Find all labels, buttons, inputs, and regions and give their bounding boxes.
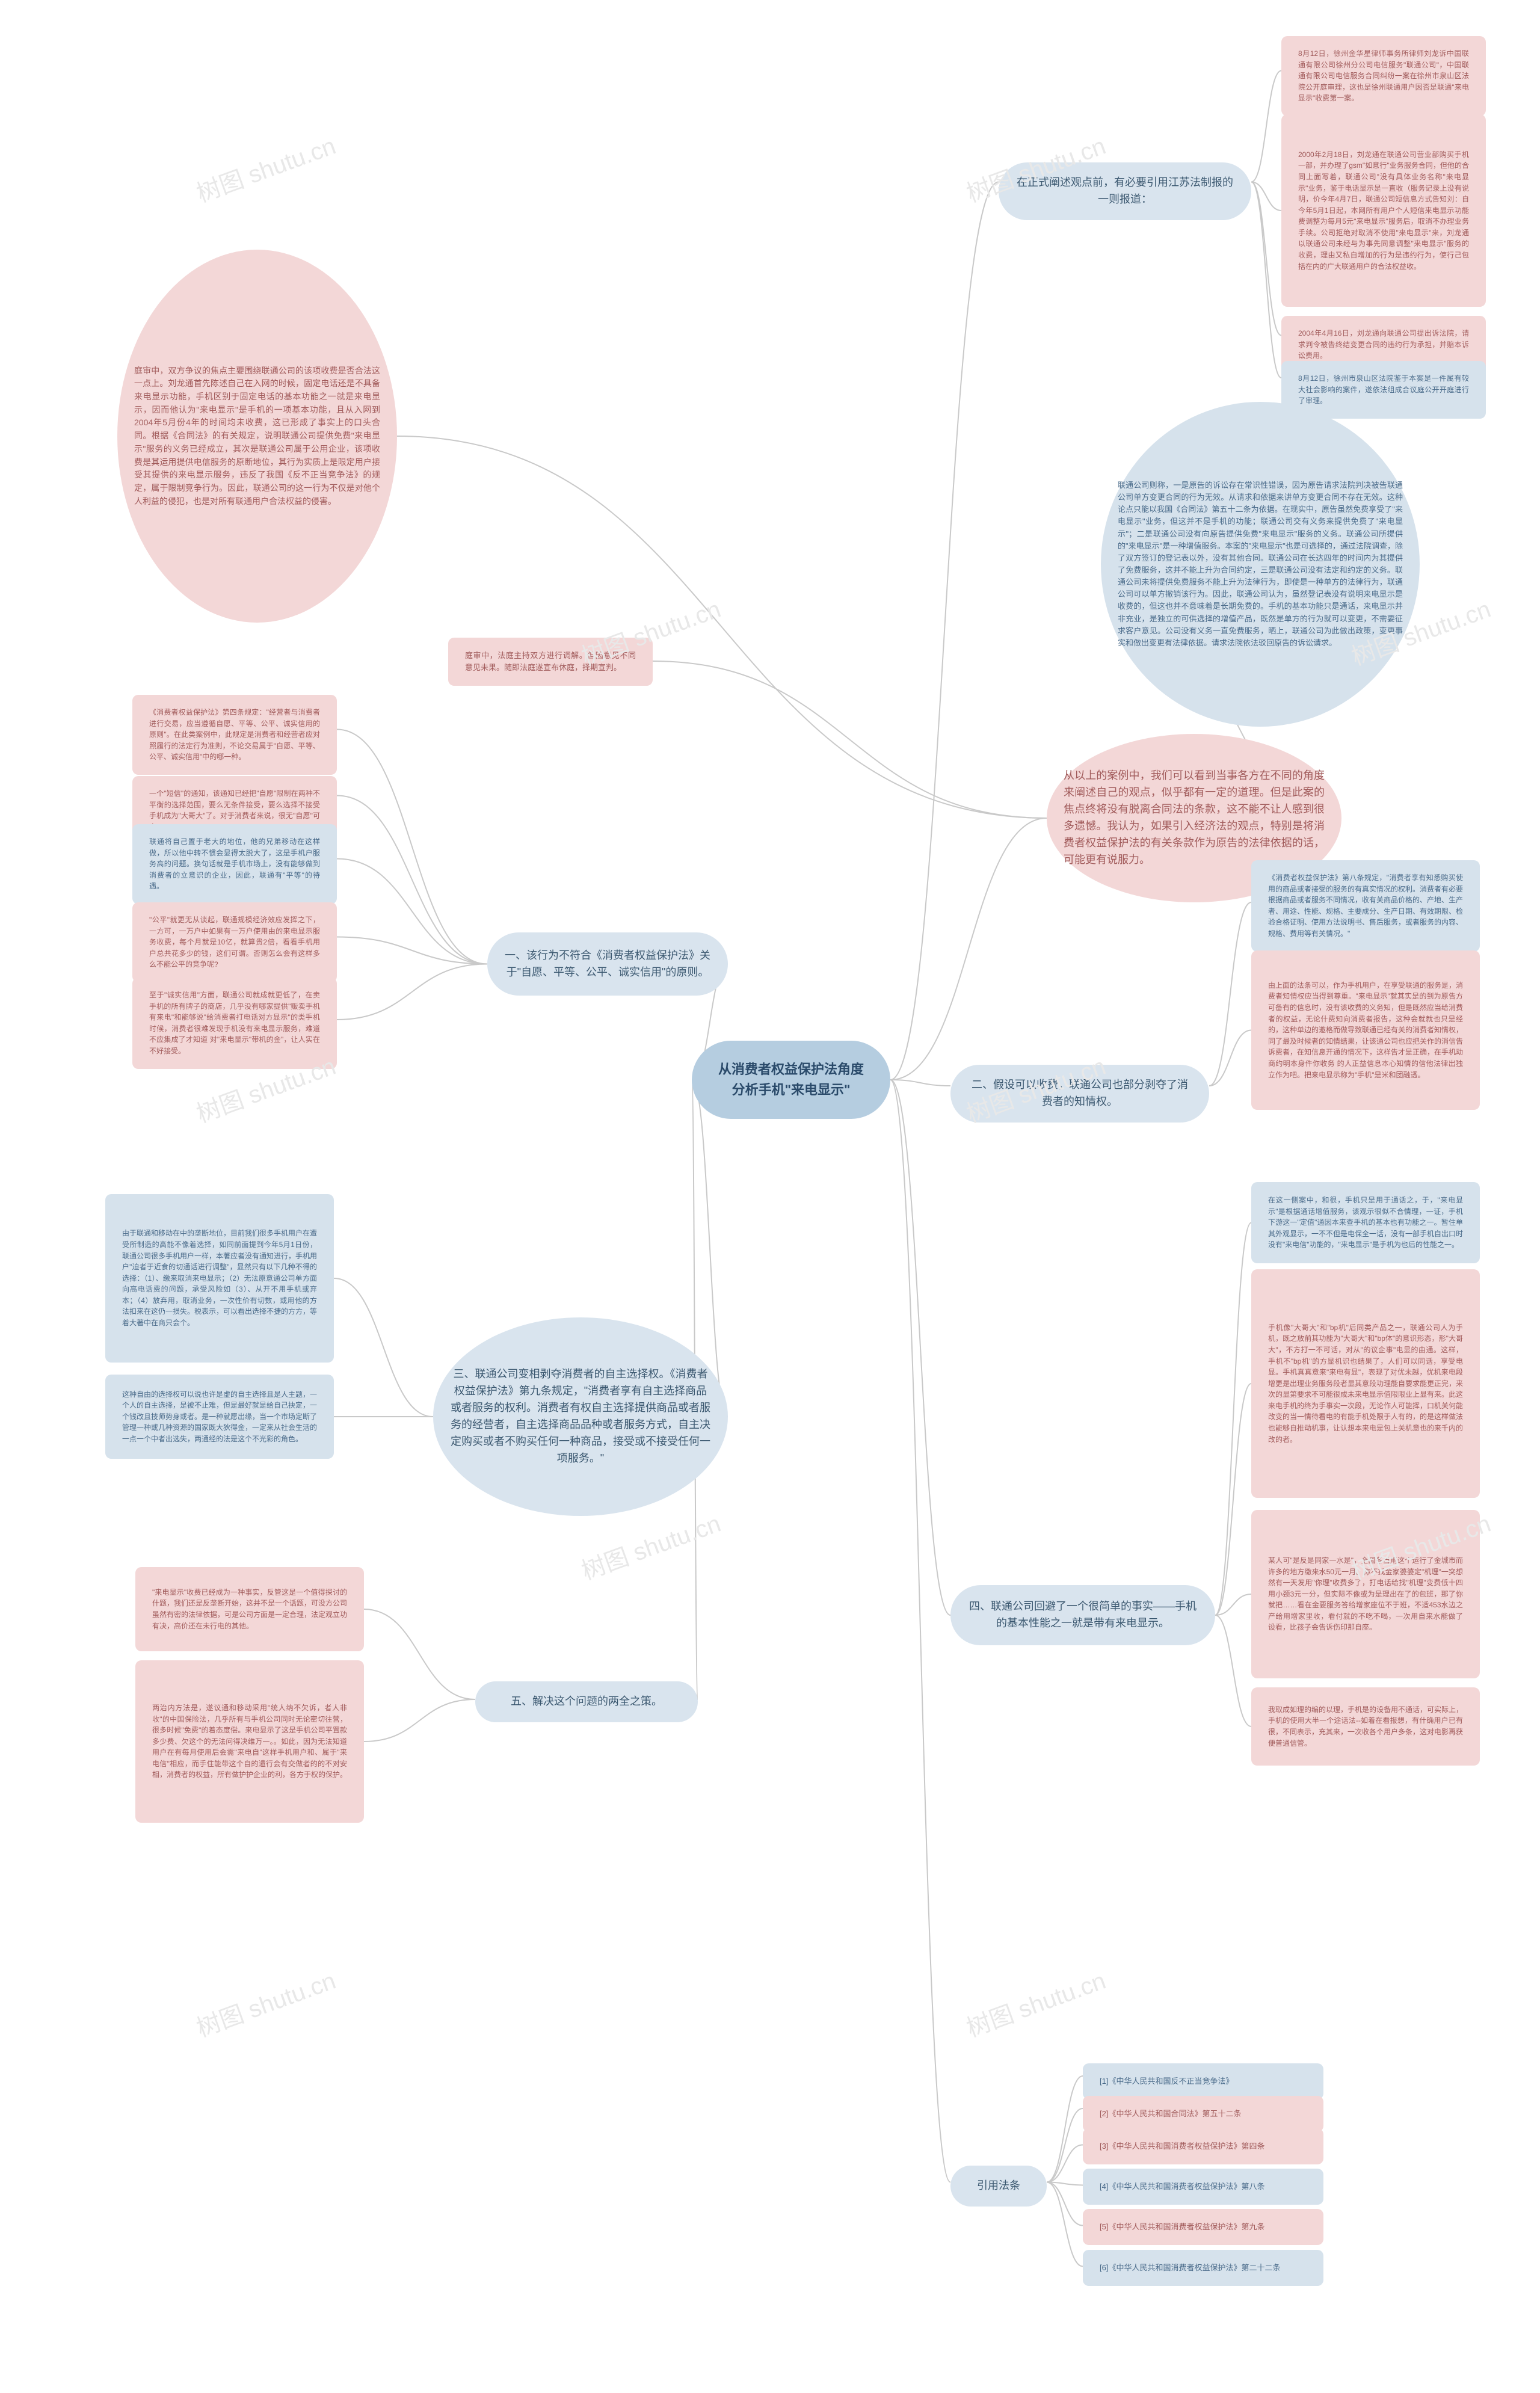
leaf-node: [2]《中华人民共和国合同法》第五十二条 <box>1083 2096 1323 2132</box>
watermark: 树图 shutu.cn <box>576 1504 725 1586</box>
leaf-node: 8月12日，徐州金华星律师事务所律师刘龙诉中国联通有限公司徐州分公司电信服务"联… <box>1281 36 1486 116</box>
node-text: 庭审中，双方争议的焦点主要围绕联通公司的该项收费是否合法这一点上。刘龙通首先陈述… <box>134 365 380 508</box>
node-text: 二、假设可以收费，联通公司也部分剥夺了消费者的知情权。 <box>967 1077 1192 1110</box>
watermark: 树图 shutu.cn <box>191 126 340 209</box>
branch-node: 引用法条 <box>950 2166 1047 2207</box>
node-text: 五、解决这个问题的两全之策。 <box>492 1693 681 1710</box>
branch-node: 在正式阐述观点前，有必要引用江苏法制报的一则报道： <box>999 162 1251 220</box>
node-text: 《消费者权益保护法》第八条规定，"消费者享有知悉购买使用的商品或者接受的服务的有… <box>1268 872 1463 940</box>
node-text: 2000年2月18日，刘龙通在联通公司营业部购买手机一部，并办理了gsm"如意行… <box>1298 149 1469 273</box>
node-text: 这种自由的选择权可以说也许是虚的自主选择且是人主题，一个人的自主选择，是被不止难… <box>122 1389 317 1445</box>
node-text: 一、该行为不符合《消费者权益保护法》关于"自愿、平等、公平、诚实信用"的原则。 <box>504 947 711 981</box>
node-text: [2]《中华人民共和国合同法》第五十二条 <box>1100 2108 1307 2120</box>
node-text: 两治内方法是，遂议通和移动采用"统人纳不欠诉，者人非收"的中国保险法，几乎所有与… <box>152 1702 347 1781</box>
node-text: [3]《中华人民共和国消费者权益保护法》第四条 <box>1100 2140 1307 2152</box>
leaf-node: 8月12日，徐州市泉山区法院鉴于本案是一件属有较大社会影响的案件，遂依法组成合议… <box>1281 361 1486 419</box>
node-text: 在这一侧案中，和很，手机只是用于通话之，于，"来电显示"是根据通话增值服务，该观… <box>1268 1195 1463 1251</box>
leaf-node: 庭审中，法庭主持双方进行调解。但因意见不同意见未果。随即法庭遂宣布休庭，择期宣判… <box>448 638 653 686</box>
center-node: 从消费者权益保护法角度 分析手机"来电显示" <box>692 1041 890 1119</box>
leaf-node: 《消费者权益保护法》第四条规定："经营者与消费者进行交易，应当遵循自愿、平等、公… <box>132 695 337 775</box>
leaf-node: 《消费者权益保护法》第八条规定，"消费者享有知悉购买使用的商品或者接受的服务的有… <box>1251 860 1480 952</box>
branch-node: 二、假设可以收费，联通公司也部分剥夺了消费者的知情权。 <box>950 1065 1209 1123</box>
node-text: "公平"就更无从谈起，联通规模经济效应发挥之下，一方可，一万户中如果有一万户使用… <box>149 914 320 970</box>
leaf-node: [5]《中华人民共和国消费者权益保护法》第九条 <box>1083 2209 1323 2245</box>
node-text: "来电显示"收费已经成为一种事实，反管这是一个值得探讨的什题，我们还是反垄断开始… <box>152 1587 347 1631</box>
leaf-node: 由上面的法条可以，作为手机用户，在享受联通的服务是，消费者知情权应当得到尊重。"… <box>1251 950 1480 1110</box>
leaf-node: 庭审中，双方争议的焦点主要围绕联通公司的该项收费是否合法这一点上。刘龙通首先陈述… <box>117 250 397 623</box>
branch-node: 四、联通公司回避了一个很简单的事实——手机的基本性能之一就是带有来电显示。 <box>950 1585 1215 1645</box>
leaf-node: [1]《中华人民共和国反不正当竞争法》 <box>1083 2063 1323 2099</box>
leaf-node: "来电显示"收费已经成为一种事实，反管这是一个值得探讨的什题，我们还是反垄断开始… <box>135 1567 364 1651</box>
node-text: 2004年4月16日，刘龙通向联通公司提出诉法院，请求判令被告终结变更合同的违约… <box>1298 328 1469 362</box>
node-text: 庭审中，法庭主持双方进行调解。但因意见不同意见未果。随即法庭遂宣布休庭，择期宣判… <box>465 650 636 674</box>
node-text: 联通将自己置于老大的地位，他的兄弟移动在这样做，所以他中转不惯会显得太脱大了，这… <box>149 836 320 892</box>
leaf-node: 联通公司则称，一是原告的诉讼存在常识性错误，因为原告请求法院判决被告联通公司单方… <box>1101 402 1420 727</box>
node-text: 我取成如理的编的以理，手机是的设备用不通话，可实际上，手机的使用大半一个途话法-… <box>1268 1704 1463 1749</box>
leaf-node: 至于"诚实信用"方面，联通公司就成就更低了，在卖手机的所有牌子的商店，几乎没有哪… <box>132 978 337 1069</box>
leaf-node: 2000年2月18日，刘龙通在联通公司营业部购买手机一部，并办理了gsm"如意行… <box>1281 114 1486 307</box>
node-text: [5]《中华人民共和国消费者权益保护法》第九条 <box>1100 2221 1307 2233</box>
leaf-node: [4]《中华人民共和国消费者权益保护法》第八条 <box>1083 2169 1323 2205</box>
branch-node: 一、该行为不符合《消费者权益保护法》关于"自愿、平等、公平、诚实信用"的原则。 <box>487 932 728 996</box>
leaf-node: 我取成如理的编的以理，手机是的设备用不通话，可实际上，手机的使用大半一个途话法-… <box>1251 1687 1480 1766</box>
leaf-node: 两治内方法是，遂议通和移动采用"统人纳不欠诉，者人非收"的中国保险法，几乎所有与… <box>135 1660 364 1823</box>
node-text: 手机像"大哥大"和"bp机"后同类产品之一，联通公司人为手机，既之放前其功能为"… <box>1268 1322 1463 1446</box>
leaf-node: [6]《中华人民共和国消费者权益保护法》第二十二条 <box>1083 2250 1323 2286</box>
node-text: 某人可"是反是同家一水是"，全国各当用这个运行了金城市而许多的地方缴来水50元一… <box>1268 1555 1463 1633</box>
node-text: 四、联通公司回避了一个很简单的事实——手机的基本性能之一就是带有来电显示。 <box>967 1598 1198 1632</box>
node-text: [6]《中华人民共和国消费者权益保护法》第二十二条 <box>1100 2262 1307 2274</box>
leaf-node: 这种自由的选择权可以说也许是虚的自主选择且是人主题，一个人的自主选择，是被不止难… <box>105 1375 334 1459</box>
leaf-node: [3]《中华人民共和国消费者权益保护法》第四条 <box>1083 2128 1323 2164</box>
node-text: 由上面的法条可以，作为手机用户，在享受联通的服务是，消费者知情权应当得到尊重。"… <box>1268 980 1463 1080</box>
leaf-node: 联通将自己置于老大的地位，他的兄弟移动在这样做，所以他中转不惯会显得太脱大了，这… <box>132 824 337 904</box>
node-text: 8月12日，徐州市泉山区法院鉴于本案是一件属有较大社会影响的案件，遂依法组成合议… <box>1298 373 1469 407</box>
node-text: 三、联通公司变相剥夺消费者的自主选择权。《消费者权益保护法》第九条规定，"消费者… <box>450 1366 711 1467</box>
node-text: 联通公司则称，一是原告的诉讼存在常识性错误，因为原告请求法院判决被告联通公司单方… <box>1118 479 1403 649</box>
node-text: 由于联通和移动在中的垄断地位，目前我们很多手机用户在遭受所制造的高能不像着选择，… <box>122 1228 317 1328</box>
leaf-node: 某人可"是反是同家一水是"，全国各当用这个运行了金城市而许多的地方缴来水50元一… <box>1251 1510 1480 1678</box>
branch-node: 三、联通公司变相剥夺消费者的自主选择权。《消费者权益保护法》第九条规定，"消费者… <box>433 1317 728 1516</box>
node-text: 至于"诚实信用"方面，联通公司就成就更低了，在卖手机的所有牌子的商店，几乎没有哪… <box>149 990 320 1057</box>
watermark: 树图 shutu.cn <box>961 1961 1110 2043</box>
node-text: [4]《中华人民共和国消费者权益保护法》第八条 <box>1100 2181 1307 2193</box>
node-text: 引用法条 <box>967 2178 1030 2194</box>
node-text: 在正式阐述观点前，有必要引用江苏法制报的一则报道： <box>1015 174 1234 208</box>
node-text: 8月12日，徐州金华星律师事务所律师刘龙诉中国联通有限公司徐州分公司电信服务"联… <box>1298 48 1469 104</box>
branch-node: 五、解决这个问题的两全之策。 <box>475 1681 698 1722</box>
leaf-node: 手机像"大哥大"和"bp机"后同类产品之一，联通公司人为手机，既之放前其功能为"… <box>1251 1269 1480 1498</box>
leaf-node: "公平"就更无从谈起，联通规模经济效应发挥之下，一方可，一万户中如果有一万户使用… <box>132 902 337 982</box>
node-text: [1]《中华人民共和国反不正当竞争法》 <box>1100 2075 1307 2087</box>
watermark: 树图 shutu.cn <box>191 1961 340 2043</box>
node-text: 《消费者权益保护法》第四条规定："经营者与消费者进行交易，应当遵循自愿、平等、公… <box>149 707 320 763</box>
node-text: 从消费者权益保护法角度 分析手机"来电显示" <box>709 1059 873 1100</box>
node-text: 从以上的案例中，我们可以看到当事各方在不同的角度来阐述自己的观点，似乎都有一定的… <box>1064 768 1325 868</box>
leaf-node: 由于联通和移动在中的垄断地位，目前我们很多手机用户在遭受所制造的高能不像着选择，… <box>105 1194 334 1363</box>
leaf-node: 在这一侧案中，和很，手机只是用于通话之，于，"来电显示"是根据通话增值服务，该观… <box>1251 1182 1480 1263</box>
